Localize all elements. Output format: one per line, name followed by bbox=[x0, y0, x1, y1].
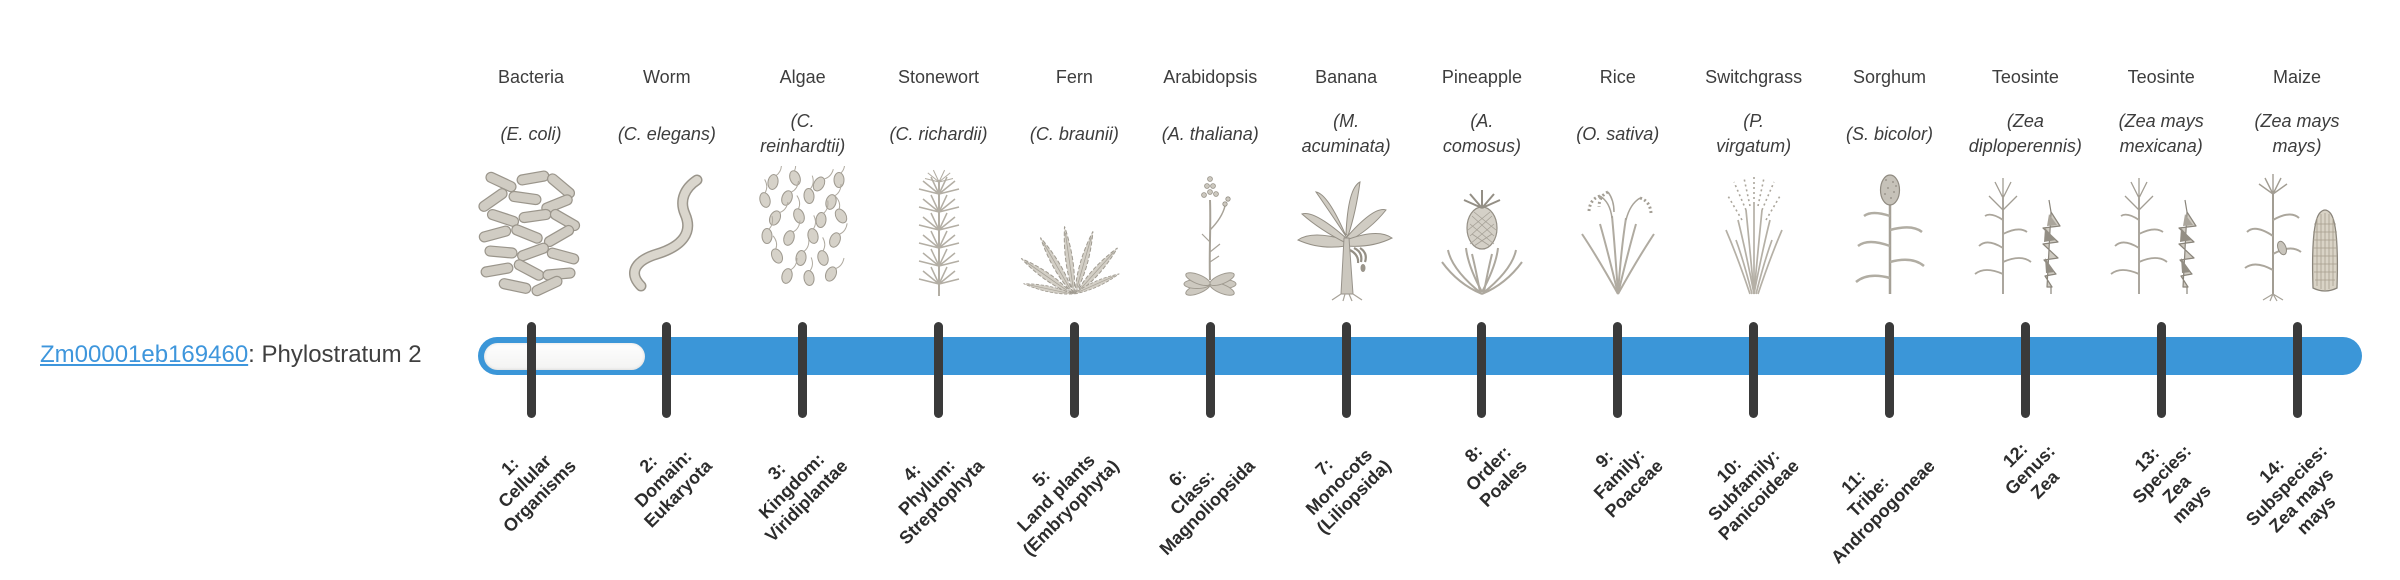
phylostratum-text: : Phylostratum 2 bbox=[248, 341, 422, 368]
stratum-tick bbox=[2020, 322, 2030, 418]
organism-scientific-name: (M. acuminata) bbox=[1278, 98, 1414, 170]
organism-common-name: Stonewort bbox=[898, 67, 980, 87]
scientific-name-text: (A. comosus) bbox=[1442, 111, 1521, 156]
scientific-name-text: (S. bicolor) bbox=[1845, 123, 1934, 144]
bacteria-icon bbox=[471, 166, 591, 304]
scientific-name-text: (C. braunii) bbox=[1029, 123, 1119, 144]
scientific-name-text: (M. acuminata) bbox=[1301, 111, 1391, 156]
stratum-tick bbox=[1069, 322, 1079, 418]
organism-common-name: Banana bbox=[1315, 67, 1378, 87]
banana-icon bbox=[1286, 166, 1406, 304]
stratum-label: 3: Kingdom: Viridiplantae bbox=[754, 449, 852, 546]
gene-label: Zm00001eb169460: Phylostratum 2 bbox=[40, 340, 422, 370]
worm-icon bbox=[607, 166, 727, 304]
organism-scientific-name: (E. coli) bbox=[463, 98, 599, 170]
stratum-label: 1: Cellular Organisms bbox=[494, 450, 580, 537]
organism-common-name: Teosinte bbox=[1991, 67, 2059, 87]
organism-scientific-name: (C. braunii) bbox=[1006, 98, 1142, 170]
stratum-tick bbox=[798, 322, 808, 418]
stratum-tick bbox=[1885, 322, 1894, 418]
organism-scientific-name: (C. elegans) bbox=[599, 98, 735, 170]
stratum-label: 13: Species: Zea mays bbox=[2128, 440, 2215, 528]
organism-common-name: Rice bbox=[1599, 67, 1636, 87]
organism-common-name: Pineapple bbox=[1441, 67, 1522, 87]
fern-icon bbox=[1014, 166, 1134, 304]
stonewort-icon bbox=[879, 166, 999, 304]
stratum-tick bbox=[2292, 322, 2302, 418]
organism-scientific-name: (O. sativa) bbox=[1550, 98, 1686, 170]
stratum-label: 6: Class: Magnoliopsida bbox=[1155, 455, 1260, 559]
stratum-label: 8: Order: Poales bbox=[1460, 440, 1531, 511]
organism-common-name: Switchgrass bbox=[1705, 67, 1803, 87]
scientific-name-text: (A. thaliana) bbox=[1161, 123, 1259, 144]
scientific-name-text: (Zea mays mays) bbox=[2254, 111, 2340, 156]
stratum-tick bbox=[2156, 322, 2166, 418]
organism-scientific-name: (Zea mays mexicana) bbox=[2093, 98, 2229, 170]
organism-scientific-name: (Zea diploperennis) bbox=[1957, 98, 2093, 170]
teosinte-icon bbox=[1965, 166, 2085, 304]
organism-common-name: Algae bbox=[779, 67, 826, 87]
organism-common-name: Maize bbox=[2273, 67, 2322, 87]
stratum-label: 10: Subfamily: Panicoideae bbox=[1703, 445, 1803, 545]
algae-icon bbox=[743, 166, 863, 304]
scientific-name-text: (Zea mays mexicana) bbox=[2118, 111, 2204, 156]
organism-scientific-name: (C. reinhardtii) bbox=[735, 98, 871, 170]
organism-common-name: Teosinte bbox=[2127, 67, 2195, 87]
scientific-name-text: (Zea diploperennis) bbox=[1968, 111, 2082, 156]
stratum-label: 4: Phylum: Streptophyta bbox=[894, 454, 988, 549]
stratum-tick bbox=[1749, 322, 1759, 418]
scientific-name-text: (P. virgatum) bbox=[1716, 111, 1792, 156]
stratum-tick bbox=[1477, 322, 1487, 418]
stratum-label: 9: Family: Poaceae bbox=[1589, 444, 1667, 522]
stratum-label: 5: Land plants (Embryophyta) bbox=[1013, 450, 1124, 560]
arabidopsis-icon bbox=[1150, 166, 1270, 304]
organism-scientific-name: (S. bicolor) bbox=[1822, 98, 1958, 170]
stratum-tick bbox=[1613, 322, 1623, 418]
stratum-label: 11: Tribe: Andropogoneae bbox=[1826, 455, 1939, 568]
organism-scientific-name: (A. thaliana) bbox=[1142, 98, 1278, 170]
gene-id-link[interactable]: Zm00001eb169460 bbox=[40, 341, 249, 368]
scientific-name-text: (E. coli) bbox=[500, 123, 562, 144]
maize-icon bbox=[2237, 166, 2357, 304]
pineapple-icon bbox=[1422, 166, 1542, 304]
stratum-label: 7: Monocots (Liliopsida) bbox=[1301, 444, 1395, 538]
rice-icon bbox=[1558, 166, 1678, 304]
organism-scientific-name: (Zea mays mays) bbox=[2229, 98, 2365, 170]
stratum-label: 12: Genus: Zea bbox=[1999, 438, 2064, 503]
stratum-tick bbox=[526, 322, 536, 418]
organism-common-name: Bacteria bbox=[497, 67, 565, 87]
organism-common-name: Sorghum bbox=[1852, 67, 1927, 87]
teosinte-icon bbox=[2101, 166, 2221, 304]
scientific-name-text: (C. elegans) bbox=[617, 123, 716, 144]
organism-common-name: Worm bbox=[643, 67, 691, 87]
organism-scientific-name: (A. comosus) bbox=[1414, 98, 1550, 170]
stratum-tick bbox=[1205, 322, 1215, 418]
organism-scientific-name: (P. virgatum) bbox=[1686, 98, 1822, 170]
stratum-label: 14: Subspecies: Zea mays mays bbox=[2241, 440, 2340, 539]
stratum-tick bbox=[662, 322, 672, 418]
sorghum-icon bbox=[1830, 166, 1950, 304]
organism-common-name: Fern bbox=[1055, 67, 1093, 87]
scientific-name-text: (O. sativa) bbox=[1576, 123, 1660, 144]
unfilled-strata-segment bbox=[484, 342, 645, 370]
organism-common-name: Arabidopsis bbox=[1163, 67, 1258, 87]
switchgrass-icon bbox=[1694, 166, 1814, 304]
stratum-label: 2: Domain: Eukaryota bbox=[630, 446, 716, 532]
organism-scientific-name: (C. richardii) bbox=[871, 98, 1007, 170]
stratum-tick bbox=[1341, 322, 1351, 418]
stratum-tick bbox=[934, 322, 944, 418]
phylostrata-bar bbox=[478, 337, 2362, 375]
scientific-name-text: (C. reinhardtii) bbox=[760, 111, 846, 156]
scientific-name-text: (C. richardii) bbox=[889, 123, 988, 144]
